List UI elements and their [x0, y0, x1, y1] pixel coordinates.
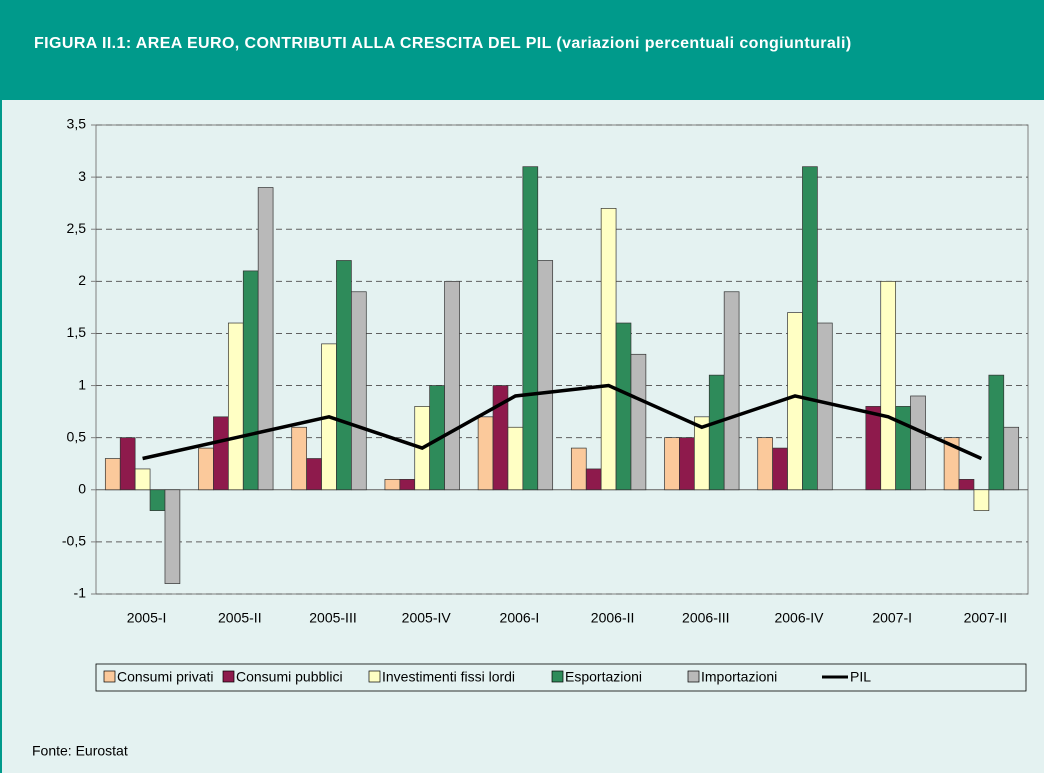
bar	[444, 280, 460, 491]
x-tick-label: 2005-III	[309, 610, 356, 626]
y-tick-label: 3,5	[67, 116, 87, 132]
bar	[988, 374, 1005, 491]
y-tick-label: 1	[78, 376, 86, 392]
y-tick-label: 0	[78, 480, 86, 496]
bar	[242, 270, 259, 491]
legend-label: Importazioni	[701, 669, 777, 685]
bar	[817, 322, 833, 491]
legend-swatch	[222, 670, 235, 683]
bar	[537, 260, 554, 491]
source-note: Fonte: Eurostat	[32, 743, 128, 759]
bar	[723, 291, 740, 491]
x-tick-label: 2005-IV	[402, 610, 452, 626]
x-tick-label: 2005-I	[127, 610, 167, 626]
bar	[895, 406, 911, 491]
bar	[164, 489, 181, 584]
bar	[802, 166, 818, 491]
y-tick-label: -1	[74, 585, 87, 601]
y-tick-label: -0,5	[62, 533, 86, 549]
bar	[522, 166, 539, 491]
bar	[910, 395, 926, 491]
x-tick-label: 2007-I	[872, 610, 912, 626]
figure-title: FIGURA II.1: AREA EURO, CONTRIBUTI ALLA …	[2, 0, 1044, 100]
bar	[600, 208, 617, 491]
bar	[880, 280, 897, 491]
legend-label: Consumi pubblici	[236, 669, 343, 685]
bar	[104, 458, 121, 491]
legend-label: PIL	[850, 669, 871, 685]
bar	[306, 458, 322, 491]
y-tick-label: 0,5	[67, 428, 87, 444]
legend-box	[95, 663, 1027, 692]
legend-swatch	[103, 670, 116, 683]
bar	[351, 291, 367, 491]
y-tick-label: 2	[78, 272, 86, 288]
legend-label: Investimenti fissi lordi	[382, 669, 515, 685]
bar	[384, 479, 401, 491]
x-tick-label: 2005-II	[218, 610, 262, 626]
bar	[865, 406, 882, 491]
bar	[664, 437, 680, 491]
bar	[787, 312, 803, 491]
bar	[679, 437, 695, 491]
x-tick-label: 2006-I	[500, 610, 540, 626]
bar	[507, 426, 524, 491]
x-tick-label: 2006-II	[591, 610, 635, 626]
bar	[257, 187, 274, 491]
line	[142, 383, 983, 461]
legend-label: Consumi privati	[117, 669, 213, 685]
legend-swatch	[368, 670, 381, 683]
x-tick-label: 2006-III	[682, 610, 729, 626]
bar	[615, 322, 632, 491]
bar	[477, 416, 494, 491]
bar	[134, 468, 151, 491]
bar	[630, 353, 647, 491]
y-tick-label: 2,5	[67, 220, 87, 236]
bar	[1003, 426, 1020, 491]
bar	[708, 374, 725, 491]
bar	[149, 489, 166, 511]
bar	[943, 437, 960, 491]
bar	[119, 437, 136, 491]
bar	[227, 322, 244, 491]
bar	[772, 447, 788, 491]
bar	[213, 416, 229, 491]
x-tick-label: 2007-II	[964, 610, 1008, 626]
bar	[336, 260, 352, 491]
bar	[757, 437, 773, 491]
legend-swatch	[551, 670, 564, 683]
bar	[958, 479, 975, 491]
y-tick-label: 3	[78, 168, 86, 184]
x-tick-label: 2006-IV	[774, 610, 824, 626]
bar	[291, 426, 307, 491]
legend-swatch	[687, 670, 700, 683]
bar	[585, 468, 602, 491]
y-tick-label: 1,5	[67, 324, 87, 340]
bar	[973, 489, 990, 511]
bar	[198, 447, 214, 491]
bar	[399, 479, 416, 491]
bar	[570, 447, 587, 491]
legend-label: Esportazioni	[565, 669, 642, 685]
